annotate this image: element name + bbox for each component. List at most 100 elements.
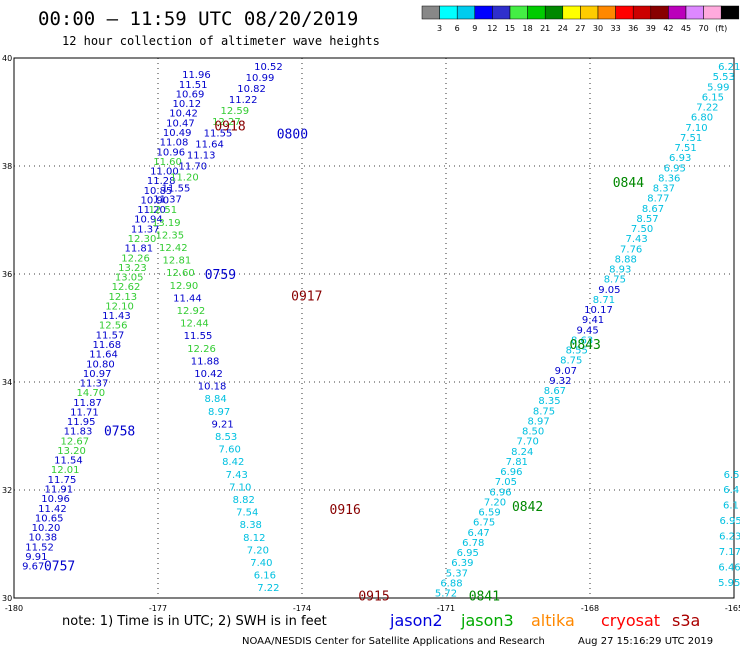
swh-value-label: 6.93 <box>669 153 691 164</box>
colorbar-swatch <box>580 5 599 20</box>
swh-value-label: 11.57 <box>96 330 125 341</box>
swh-value-label: 8.93 <box>609 265 631 276</box>
footer-note: note: 1) Time is in UTC; 2) SWH is in fe… <box>62 614 327 629</box>
swh-value-label: 5.53 <box>713 72 735 83</box>
plot-frame <box>13 57 735 599</box>
y-tick-label: 30 <box>2 594 12 603</box>
swh-value-label: 11.20 <box>137 205 166 216</box>
swh-value-label: 7.81 <box>506 457 528 468</box>
swh-value-label: 8.77 <box>647 194 669 205</box>
swh-value-label: 7.20 <box>484 497 506 508</box>
swh-value-label: 11.75 <box>48 475 77 486</box>
swh-value-label: 7.20 <box>247 545 269 556</box>
colorbar-swatch <box>492 5 511 20</box>
swh-value-label: 8.84 <box>204 394 226 405</box>
pass-time-label: 0758 <box>104 425 135 440</box>
colorbar-label: 15 <box>505 24 515 33</box>
swh-value-label: 12.92 <box>177 306 206 317</box>
satellite-legend: jason2 jason3 altika cryosat s3a <box>389 611 700 630</box>
colorbar-swatch <box>527 5 546 20</box>
swh-value-label: 12.44 <box>180 319 209 330</box>
pass-time-label: 0917 <box>291 290 322 305</box>
colorbar-label: 24 <box>558 24 568 33</box>
swh-value-label: 6.5 <box>724 470 740 481</box>
colorbar-label: 6 <box>455 24 460 33</box>
swh-value-label: 11.96 <box>182 70 211 81</box>
swh-value-label: 6.4 <box>723 485 739 496</box>
swh-value-label: 12.01 <box>51 465 80 476</box>
colorbar-swatch <box>615 5 634 20</box>
swh-value-label: 7.22 <box>257 583 279 594</box>
swh-value-label: 10.17 <box>584 305 613 316</box>
swh-value-label: 12.10 <box>105 301 134 312</box>
swh-value-label: 8.37 <box>653 184 675 195</box>
colorbar-label: 21 <box>540 24 550 33</box>
colorbar-swatch <box>685 5 704 20</box>
swh-value-label: 10.99 <box>246 73 275 84</box>
swh-value-label: 6.80 <box>691 113 713 124</box>
swh-value-label: 8.12 <box>243 533 265 544</box>
swh-value-label: 9.05 <box>598 285 620 296</box>
swh-value-label: 9.07 <box>555 366 577 377</box>
swh-value-label: 11.83 <box>64 427 93 438</box>
legend-s3a: s3a <box>672 611 700 630</box>
colorbar: 3 6 9 12 15 18 21 24 27 30 33 36 39 42 45 70 (ft) <box>421 5 740 33</box>
swh-value-label: 8.50 <box>522 427 544 438</box>
colorbar-label: (ft) <box>715 24 727 33</box>
colorbar-label: 42 <box>663 24 673 33</box>
swh-value-label: 7.60 <box>219 445 241 456</box>
chart-subtitle: 12 hour collection of altimeter wave hei… <box>62 34 380 48</box>
swh-value-label: 10.97 <box>83 369 112 380</box>
x-tick-label: -177 <box>149 604 167 613</box>
y-tick-label: 40 <box>2 54 12 63</box>
swh-value-label: 10.20 <box>32 523 61 534</box>
grid-lines <box>14 58 734 598</box>
pass-time-label: 0759 <box>205 268 236 283</box>
swh-value-label: 6.59 <box>478 508 500 519</box>
pass-time-label: 0757 <box>44 560 75 575</box>
swh-value-label: 6.96 <box>489 487 511 498</box>
swh-value-label: 12.26 <box>121 253 150 264</box>
colorbar-swatch <box>597 5 616 20</box>
swh-value-label: 11.22 <box>229 95 258 106</box>
swh-value-label: 10.80 <box>86 359 115 370</box>
swh-value-label: 8.88 <box>615 254 637 265</box>
swh-value-label: 11.60 <box>153 157 182 168</box>
swh-value-label: 10.12 <box>172 99 201 110</box>
swh-value-label: 9.91 <box>25 552 47 563</box>
swh-value-label: 6.46 <box>718 562 740 573</box>
swh-value-label: 8.38 <box>240 520 262 531</box>
colorbar-swatch <box>632 5 652 20</box>
swh-value-label: 6.23 <box>719 532 740 543</box>
swh-value-label: 8.42 <box>222 457 244 468</box>
colorbar-swatch <box>439 5 458 20</box>
credit-line: NOAA/NESDIS Center for Satellite Applica… <box>242 636 545 647</box>
swh-value-label: 10.38 <box>28 533 57 544</box>
swh-value-label: 12.90 <box>170 281 199 292</box>
swh-value-label: 8.36 <box>658 173 680 184</box>
swh-value-label: 6.95 <box>664 163 686 174</box>
pass-time-label: 0844 <box>613 176 644 191</box>
chart-title: 00:00 – 11:59 UTC 08/20/2019 <box>38 8 358 30</box>
pass-time-label: 0918 <box>214 120 245 135</box>
swh-value-label: 7.10 <box>229 482 251 493</box>
swh-value-label: 6.95 <box>719 516 740 527</box>
swh-value-label: 10.90 <box>140 195 169 206</box>
swh-value-label: 6.78 <box>462 538 484 549</box>
x-tick-label: -174 <box>293 604 311 613</box>
swh-value-label: 7.05 <box>495 477 517 488</box>
swh-value-label: 7.51 <box>680 133 702 144</box>
swh-value-label: 12.27 <box>212 117 241 128</box>
swh-value-label: 13.19 <box>152 218 181 229</box>
swh-value-label: 8.82 <box>233 495 255 506</box>
swh-value-label: 12.60 <box>166 268 195 279</box>
swh-value-label: 11.88 <box>191 356 220 367</box>
swh-value-label: 8.67 <box>642 204 664 215</box>
swh-value-label: 6.15 <box>702 92 724 103</box>
swh-value-label: 8.63 <box>571 335 593 346</box>
swh-value-label: 6.75 <box>473 518 495 529</box>
swh-value-label: 10.18 <box>198 382 227 393</box>
swh-value-label: 11.55 <box>204 128 233 139</box>
swh-value-label: 11.81 <box>124 244 153 255</box>
